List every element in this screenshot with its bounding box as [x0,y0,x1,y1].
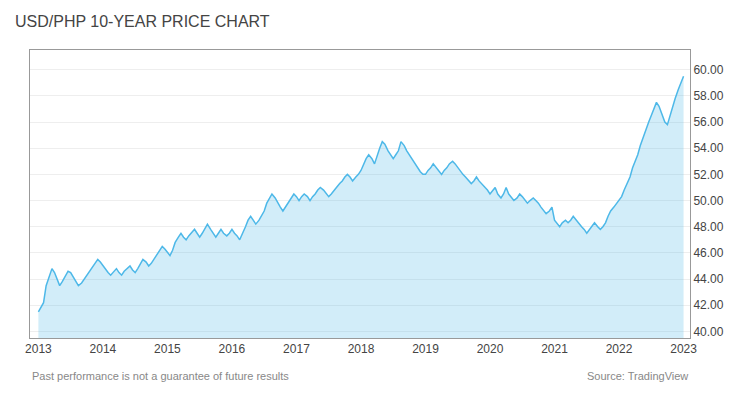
svg-text:56.00: 56.00 [693,115,723,129]
svg-text:58.00: 58.00 [693,89,723,103]
svg-text:42.00: 42.00 [693,298,723,312]
svg-text:2014: 2014 [90,342,117,356]
svg-text:60.00: 60.00 [693,63,723,77]
svg-text:2022: 2022 [606,342,633,356]
svg-text:2013: 2013 [25,342,52,356]
svg-text:52.00: 52.00 [693,168,723,182]
svg-text:2015: 2015 [154,342,181,356]
svg-text:48.00: 48.00 [693,220,723,234]
svg-text:Source: TradingView: Source: TradingView [587,370,688,382]
svg-text:2017: 2017 [283,342,310,356]
svg-text:2019: 2019 [412,342,439,356]
svg-text:USD/PHP 10-YEAR PRICE CHART: USD/PHP 10-YEAR PRICE CHART [15,13,270,30]
svg-text:2018: 2018 [348,342,375,356]
svg-text:2021: 2021 [541,342,568,356]
svg-text:40.00: 40.00 [693,325,723,339]
svg-text:50.00: 50.00 [693,194,723,208]
svg-text:46.00: 46.00 [693,246,723,260]
svg-text:54.00: 54.00 [693,141,723,155]
svg-text:44.00: 44.00 [693,272,723,286]
svg-text:2023: 2023 [670,342,697,356]
svg-text:2020: 2020 [477,342,504,356]
svg-text:2016: 2016 [219,342,246,356]
svg-text:Past performance is not a guar: Past performance is not a guarantee of f… [32,370,289,382]
